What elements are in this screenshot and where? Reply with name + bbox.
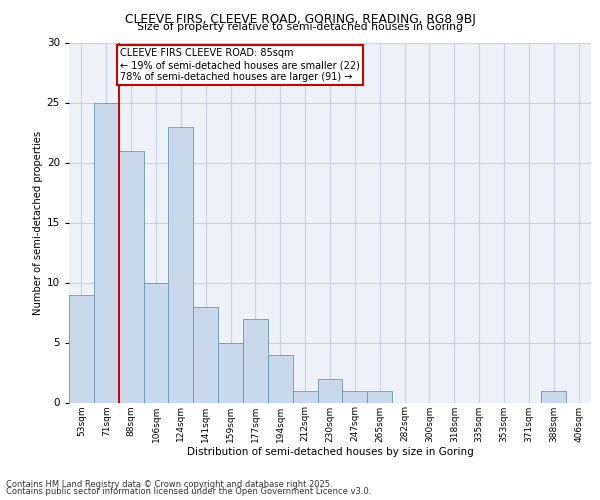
Bar	[169, 126, 193, 402]
Bar	[218, 342, 243, 402]
Bar	[317, 378, 343, 402]
X-axis label: Distribution of semi-detached houses by size in Goring: Distribution of semi-detached houses by …	[187, 447, 473, 457]
Bar	[193, 306, 218, 402]
Bar	[243, 318, 268, 402]
Bar	[143, 282, 169, 403]
Bar	[343, 390, 367, 402]
Text: CLEEVE FIRS CLEEVE ROAD: 85sqm
← 19% of semi-detached houses are smaller (22)
78: CLEEVE FIRS CLEEVE ROAD: 85sqm ← 19% of …	[120, 48, 360, 82]
Bar	[541, 390, 566, 402]
Text: Contains public sector information licensed under the Open Government Licence v3: Contains public sector information licen…	[6, 487, 371, 496]
Bar	[69, 294, 94, 403]
Bar	[293, 390, 317, 402]
Bar	[268, 354, 293, 403]
Text: Contains HM Land Registry data © Crown copyright and database right 2025.: Contains HM Land Registry data © Crown c…	[6, 480, 332, 489]
Bar	[94, 102, 119, 403]
Text: Size of property relative to semi-detached houses in Goring: Size of property relative to semi-detach…	[137, 22, 463, 32]
Text: CLEEVE FIRS, CLEEVE ROAD, GORING, READING, RG8 9BJ: CLEEVE FIRS, CLEEVE ROAD, GORING, READIN…	[125, 12, 475, 26]
Bar	[367, 390, 392, 402]
Bar	[119, 150, 143, 402]
Y-axis label: Number of semi-detached properties: Number of semi-detached properties	[32, 130, 43, 314]
